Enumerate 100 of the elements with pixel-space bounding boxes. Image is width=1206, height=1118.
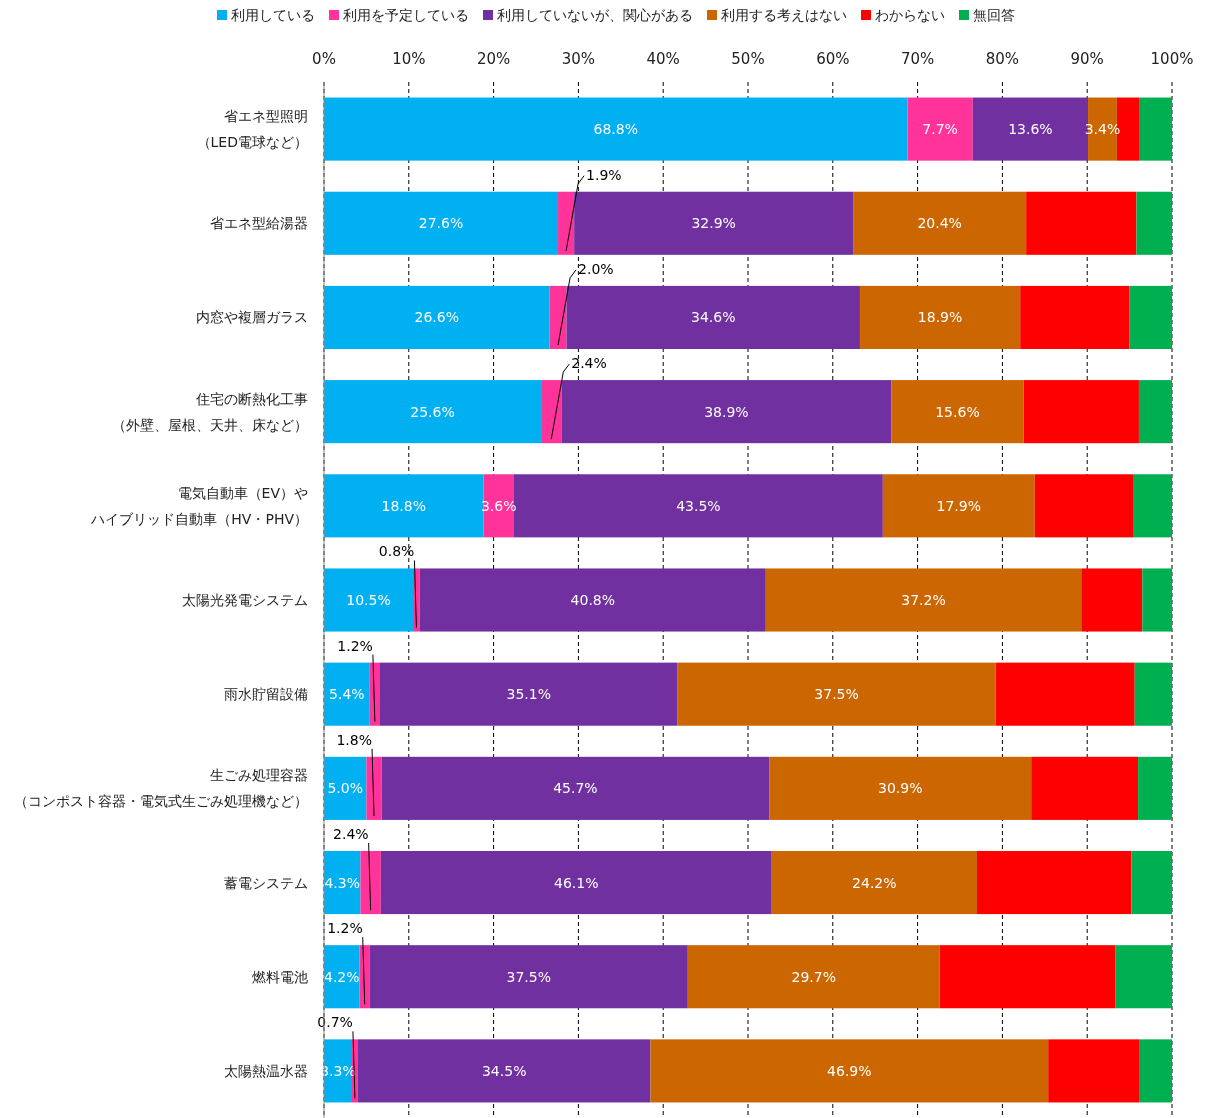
bar bbox=[907, 97, 973, 161]
bar bbox=[1048, 1039, 1140, 1103]
bar bbox=[882, 474, 1035, 538]
data-label: 34.6% bbox=[690, 309, 736, 326]
bar bbox=[324, 662, 370, 726]
bar bbox=[541, 380, 562, 444]
y-tick-label: 省エネ型照明（LED電球など） bbox=[196, 108, 308, 151]
data-label: 37.2% bbox=[901, 592, 946, 608]
data-label: 25.6% bbox=[410, 403, 455, 420]
bar bbox=[324, 568, 414, 632]
data-label: 17.9% bbox=[936, 497, 981, 514]
bar bbox=[1134, 662, 1172, 726]
data-label: 5.0% bbox=[327, 780, 363, 797]
bar bbox=[1034, 474, 1133, 538]
data-label: 13.6% bbox=[1008, 121, 1053, 138]
data-label: 26.6% bbox=[414, 309, 460, 326]
data-label: 45.7% bbox=[553, 780, 598, 797]
bar bbox=[1131, 851, 1172, 915]
data-label: 0.8% bbox=[378, 543, 415, 560]
y-tick-label: 電気自動車（EV）やハイブリッド自動車（HV・PHV） bbox=[90, 484, 308, 527]
data-label: 34.5% bbox=[481, 1062, 527, 1079]
data-label: 2.4% bbox=[571, 355, 607, 372]
bar bbox=[1142, 568, 1172, 632]
data-label: 43.5% bbox=[676, 497, 721, 514]
bar bbox=[360, 851, 381, 915]
bar bbox=[1023, 380, 1139, 444]
bar bbox=[1132, 474, 1172, 538]
bar bbox=[380, 851, 772, 915]
data-label: 37.5% bbox=[506, 968, 552, 985]
x-tick-label: 0% bbox=[312, 50, 336, 68]
bar bbox=[765, 568, 1082, 632]
bar bbox=[324, 285, 550, 350]
bar bbox=[324, 191, 559, 255]
data-label: 5.4% bbox=[329, 686, 365, 703]
bar bbox=[324, 380, 542, 444]
bar bbox=[566, 285, 860, 350]
data-label: 40.8% bbox=[570, 592, 616, 608]
legend-label: 利用している bbox=[231, 7, 315, 23]
bar bbox=[1129, 285, 1172, 350]
bar bbox=[357, 1039, 651, 1103]
data-label: 30.9% bbox=[877, 780, 923, 797]
data-label: 37.5% bbox=[814, 686, 859, 703]
x-tick-label: 60% bbox=[816, 50, 850, 68]
bar bbox=[677, 662, 996, 726]
bar bbox=[324, 97, 908, 161]
bar bbox=[1020, 285, 1130, 350]
bar bbox=[1138, 380, 1172, 444]
bar bbox=[1031, 756, 1139, 820]
y-tick-label: 太陽光発電システム bbox=[182, 592, 308, 608]
data-label: 35.1% bbox=[506, 686, 552, 703]
data-label: 1.9% bbox=[586, 166, 622, 183]
y-tick-label: 太陽熱温水器 bbox=[224, 1062, 308, 1079]
bar bbox=[379, 662, 678, 726]
bar bbox=[687, 945, 940, 1009]
bar bbox=[939, 945, 1116, 1009]
data-label: 24.2% bbox=[852, 874, 897, 891]
data-label: 7.7% bbox=[922, 121, 958, 138]
legend-label: 無回答 bbox=[973, 7, 1015, 23]
data-label: 18.9% bbox=[917, 309, 963, 326]
legend-label: 利用する考えはない bbox=[721, 7, 847, 23]
data-label: 4.3% bbox=[324, 874, 361, 891]
x-tick-label: 70% bbox=[900, 50, 935, 68]
data-label: 29.7% bbox=[791, 968, 836, 985]
bar bbox=[769, 756, 1032, 820]
y-tick-label: 燃料電池 bbox=[252, 968, 308, 985]
data-label: 1.2% bbox=[337, 637, 373, 654]
y-tick-label: 省エネ型給湯器 bbox=[210, 215, 308, 232]
y-tick-label: 蓄電システム bbox=[224, 874, 308, 891]
data-label: 18.8% bbox=[381, 497, 426, 514]
bar bbox=[369, 945, 688, 1009]
x-tick-label: 30% bbox=[561, 50, 596, 68]
data-label: 10.5% bbox=[346, 592, 391, 608]
data-label: 2.0% bbox=[578, 260, 614, 277]
data-label: 1.8% bbox=[336, 731, 373, 748]
x-tick-label: 80% bbox=[985, 50, 1020, 68]
x-tick-label: 40% bbox=[646, 50, 680, 68]
bar bbox=[650, 1039, 1049, 1103]
y-tick-label: 雨水貯留設備 bbox=[224, 686, 308, 703]
bar bbox=[549, 285, 567, 350]
bar bbox=[976, 851, 1132, 915]
data-label: 0.7% bbox=[317, 1014, 353, 1031]
data-label: 15.6% bbox=[935, 403, 980, 420]
bar bbox=[561, 380, 892, 444]
x-tick-label: 90% bbox=[1070, 50, 1104, 68]
bar bbox=[381, 756, 770, 820]
bar bbox=[1139, 97, 1172, 161]
data-label: 68.8% bbox=[593, 121, 638, 138]
data-label: 38.9% bbox=[704, 403, 749, 420]
bar bbox=[1138, 756, 1172, 820]
data-label: 1.2% bbox=[327, 920, 363, 937]
legend-label: わからない bbox=[875, 7, 945, 23]
data-label: 4.2% bbox=[324, 968, 360, 985]
data-label: 27.6% bbox=[418, 215, 464, 232]
bar bbox=[1139, 1039, 1172, 1103]
data-label: 2.4% bbox=[333, 825, 369, 842]
data-label: 20.4% bbox=[917, 215, 962, 232]
bar bbox=[366, 756, 382, 820]
x-tick-label: 50% bbox=[731, 50, 765, 68]
legend-label: 利用を予定している bbox=[343, 7, 469, 23]
bar bbox=[324, 945, 360, 1009]
